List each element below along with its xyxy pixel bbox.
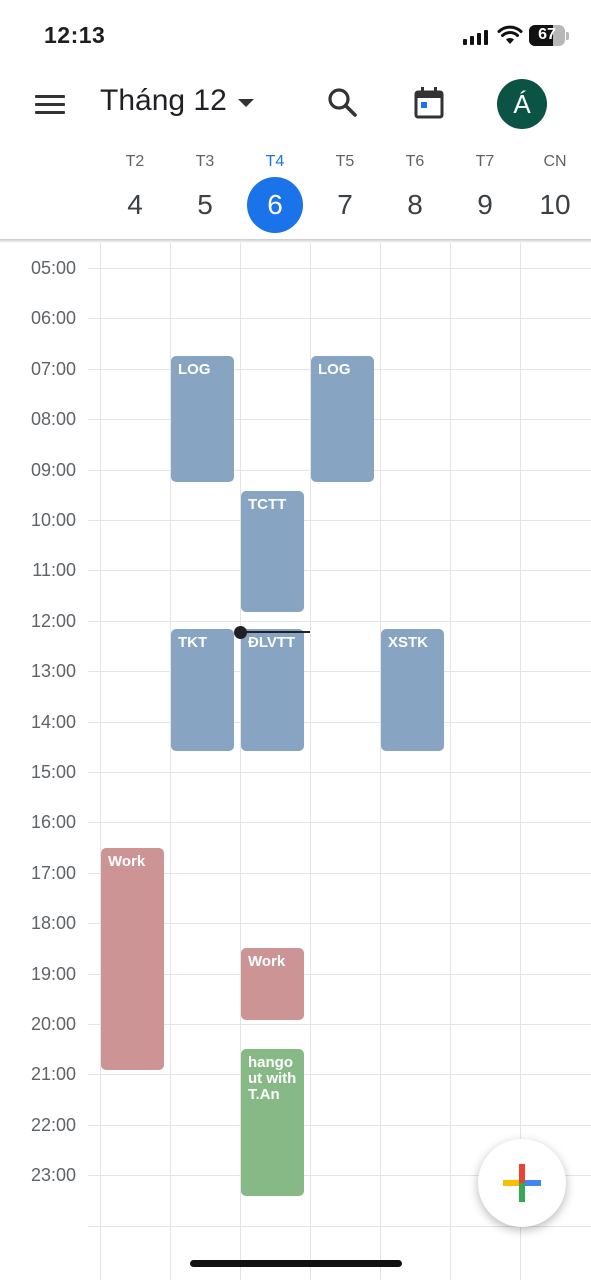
hour-label: 22:00 — [30, 1114, 76, 1135]
hour-line — [88, 822, 591, 824]
hour-line — [88, 520, 591, 521]
day-divider — [100, 243, 101, 1280]
hour-line — [88, 318, 591, 320]
hour-label: 20:00 — [30, 1014, 76, 1034]
month-label: Tháng 12 — [100, 84, 227, 117]
hour-label: 14:00 — [30, 711, 76, 732]
calendar-event[interactable]: TKT — [171, 629, 234, 751]
hour-label: 11:00 — [32, 560, 76, 581]
hour-line — [88, 1225, 591, 1227]
hour-line — [88, 973, 591, 975]
hour-line — [88, 772, 591, 773]
hour-label: 05:00 — [30, 258, 76, 278]
hour-line — [88, 268, 591, 269]
hour-label: 17:00 — [30, 862, 76, 883]
cellular-signal-icon — [463, 30, 488, 45]
day-divider — [170, 243, 171, 1280]
hour-label: 07:00 — [30, 358, 76, 379]
hour-label: 21:00 — [30, 1064, 76, 1085]
create-event-button[interactable] — [478, 1139, 566, 1227]
calendar-event[interactable]: hangout with T.An — [241, 1049, 304, 1197]
hour-label: 13:00 — [30, 661, 76, 682]
wifi-icon — [497, 25, 523, 44]
day-column-header[interactable]: T5 7 — [310, 140, 380, 240]
day-name: T2 — [125, 153, 145, 170]
hour-label: 23:00 — [30, 1165, 76, 1186]
hour-label: 09:00 — [30, 459, 76, 480]
week-day-header: T2 4 T3 5 T4 6 T5 7 T6 8 T7 9 CN 10 — [0, 140, 591, 240]
home-indicator — [190, 1260, 402, 1267]
day-column-header[interactable]: T3 5 — [170, 140, 240, 240]
hour-line — [88, 1175, 591, 1177]
day-name: T6 — [405, 153, 425, 170]
calendar-event[interactable]: ĐLVTT — [241, 629, 304, 751]
hour-label: 16:00 — [30, 812, 76, 833]
calendar-event[interactable]: Work — [101, 847, 164, 1071]
battery-cap — [566, 32, 569, 40]
hour-label: 12:00 — [30, 610, 76, 631]
hour-line — [88, 872, 591, 874]
avatar[interactable]: Á — [497, 79, 547, 129]
chevron-down-icon — [237, 99, 254, 107]
day-date: 8 — [407, 189, 423, 220]
day-date: 5 — [197, 189, 213, 220]
calendar-event[interactable]: TCTT — [241, 490, 304, 613]
battery-icon: 67 — [529, 25, 565, 46]
hour-line — [88, 1024, 591, 1025]
battery-level: 67 — [538, 26, 556, 43]
day-name: CN — [543, 153, 567, 170]
day-date: 9 — [477, 189, 493, 220]
hour-line — [88, 923, 591, 925]
current-time-line — [240, 630, 310, 633]
day-column-header[interactable]: T7 9 — [450, 140, 520, 240]
calendar-event[interactable]: Work — [241, 948, 304, 1020]
day-date: 7 — [337, 189, 353, 220]
day-divider — [450, 243, 451, 1280]
day-divider — [240, 243, 241, 1280]
day-date: 10 — [539, 189, 571, 220]
day-divider — [520, 243, 521, 1280]
hour-line — [88, 721, 591, 723]
calendar-today-icon[interactable] — [410, 84, 448, 122]
day-name: T7 — [475, 153, 495, 170]
hour-label: 06:00 — [30, 308, 76, 329]
plus-icon — [503, 1164, 541, 1202]
day-name: T3 — [195, 153, 215, 170]
day-column-header[interactable]: CN 10 — [520, 140, 590, 240]
day-column-header[interactable]: T4 6 — [240, 140, 310, 240]
week-grid[interactable]: 05:00 06:00 07:00 08:00 09:00 10:00 11:00 12:00… — [0, 243, 591, 1280]
day-divider — [310, 243, 311, 1280]
calendar-event[interactable]: LOG — [311, 356, 374, 483]
menu-icon[interactable] — [30, 90, 70, 120]
status-bar: 12:13 67 — [0, 0, 591, 70]
day-column-header[interactable]: T6 8 — [380, 140, 450, 240]
hour-label: 10:00 — [30, 510, 76, 530]
hour-line — [88, 671, 591, 673]
hour-label: 15:00 — [30, 762, 76, 782]
hour-line — [88, 570, 591, 572]
hour-label: 19:00 — [30, 963, 76, 984]
header-divider — [0, 239, 591, 243]
status-time: 12:13 — [44, 22, 106, 48]
hour-line — [88, 620, 591, 622]
month-selector[interactable]: Tháng 12 — [100, 84, 254, 118]
day-name: T4 — [265, 153, 285, 170]
hour-line — [88, 1074, 591, 1076]
hour-label: 18:00 — [30, 913, 76, 934]
hour-label: 08:00 — [30, 409, 76, 430]
calendar-event[interactable]: XSTK — [381, 629, 444, 751]
day-name: T5 — [335, 153, 355, 170]
calendar-event[interactable]: LOG — [171, 356, 234, 483]
day-date: 4 — [127, 189, 143, 220]
search-icon[interactable] — [325, 85, 361, 121]
day-divider — [380, 243, 381, 1280]
day-column-header[interactable]: T2 4 — [100, 140, 170, 240]
current-time-dot — [234, 625, 247, 639]
app-bar: Tháng 12 Á — [0, 70, 591, 140]
hour-line — [88, 1124, 591, 1126]
today-date: 6 — [247, 177, 303, 233]
